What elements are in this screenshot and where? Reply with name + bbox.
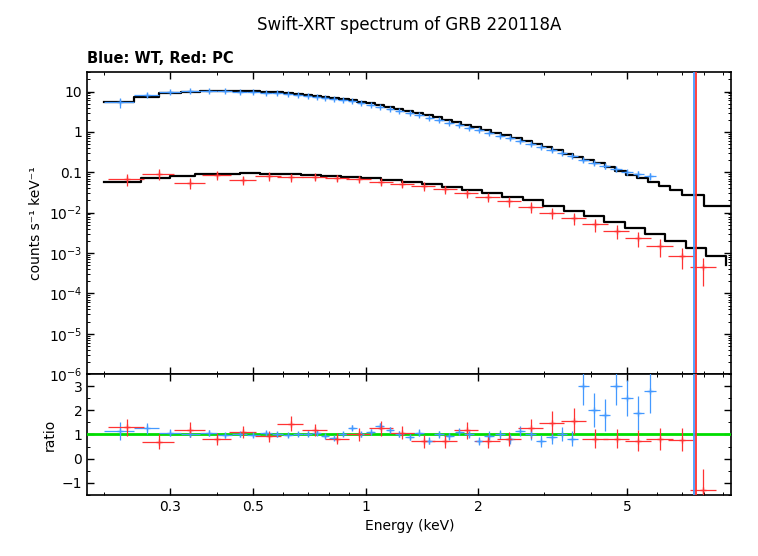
X-axis label: Energy (keV): Energy (keV): [365, 519, 454, 533]
Y-axis label: counts s⁻¹ keV⁻¹: counts s⁻¹ keV⁻¹: [30, 166, 43, 280]
Text: Blue: WT, Red: PC: Blue: WT, Red: PC: [87, 51, 233, 66]
Text: Swift-XRT spectrum of GRB 220118A: Swift-XRT spectrum of GRB 220118A: [257, 16, 562, 34]
Y-axis label: ratio: ratio: [42, 418, 56, 450]
